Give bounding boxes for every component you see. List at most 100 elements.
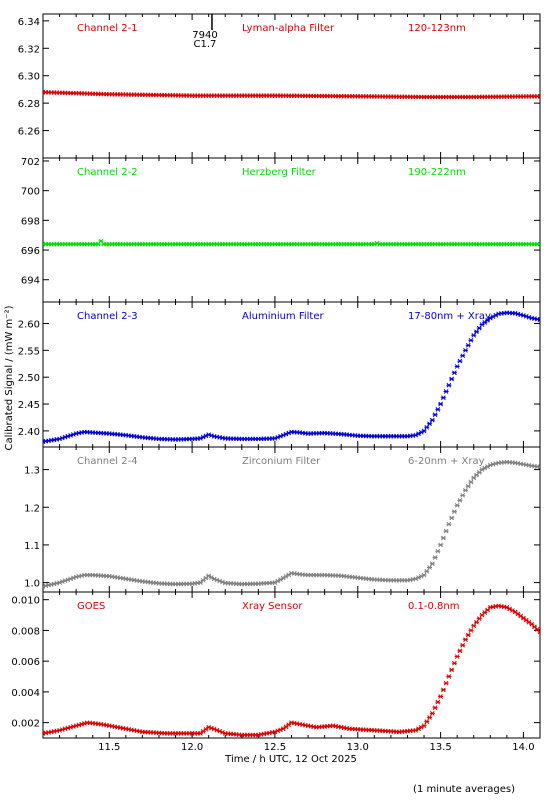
panel-channel-label: Channel 2-4: [77, 456, 138, 467]
y-tick-label: 6.26: [18, 127, 40, 138]
data-point: [471, 332, 477, 338]
data-point: [421, 572, 427, 578]
panel-frame: [42, 591, 541, 739]
data-point: [520, 615, 526, 621]
data-point: [468, 337, 474, 343]
data-point: [457, 648, 463, 654]
data-point: [446, 521, 452, 527]
data-series: [43, 459, 540, 589]
data-point: [451, 660, 457, 666]
data-point: [476, 616, 482, 621]
y-tick-label: 2.55: [18, 346, 40, 357]
panel-filter-label: Herzberg Filter: [242, 167, 317, 178]
data-point: [460, 492, 466, 498]
data-point: [457, 498, 463, 503]
x-tick-label: 13.0: [347, 742, 369, 753]
data-point: [427, 421, 433, 427]
data-point: [435, 407, 441, 412]
y-tick-label: 0.006: [11, 657, 40, 668]
y-tick-label: 0.002: [11, 719, 40, 730]
data-point: [200, 728, 206, 734]
data-point: [429, 561, 435, 567]
data-point: [523, 617, 529, 623]
data-point: [537, 93, 540, 99]
panel-frame: [42, 13, 541, 159]
data-point: [449, 667, 455, 673]
y-tick-label: 1.1: [24, 541, 40, 552]
data-point: [468, 479, 474, 485]
data-point: [537, 464, 540, 470]
x-tick-label: 14.0: [512, 742, 534, 753]
data-point: [512, 609, 518, 615]
panel-filter-label: Xray Sensor: [242, 601, 303, 612]
data-point: [537, 241, 540, 247]
panel-frame: [42, 446, 541, 593]
data-series: [43, 603, 540, 738]
data-point: [471, 623, 477, 629]
panel-channel-label: Channel 2-3: [77, 311, 138, 322]
y-tick-label: 2.50: [18, 373, 40, 384]
data-point: [424, 568, 430, 574]
panel-band-label: 17-80nm + Xray: [408, 311, 491, 322]
data-point: [460, 642, 466, 648]
flare-marker-id: 7940: [192, 30, 217, 41]
panel-frame: [42, 157, 541, 303]
panel-filter-label: Zirconium Filter: [242, 456, 321, 467]
data-point: [449, 376, 455, 382]
data-point: [518, 613, 524, 619]
panel-filter-label: Lyman-alpha Filter: [242, 23, 335, 34]
data-series: [43, 89, 540, 100]
data-point: [468, 628, 474, 633]
y-tick-label: 0.004: [11, 688, 40, 699]
x-axis-title: Time / h UTC, 12 Oct 2025: [224, 754, 357, 765]
data-point: [473, 329, 479, 335]
data-point: [454, 503, 460, 508]
y-tick-label: 6.28: [18, 99, 40, 110]
data-point: [432, 412, 438, 418]
data-point: [435, 699, 441, 705]
data-point: [427, 715, 433, 720]
x-tick-label: 12.5: [264, 742, 286, 753]
panel-1: 6.26 6.28 6.30 6.32 6.34 Channel 2-1 Lyman-alp…: [18, 13, 541, 159]
data-point: [462, 487, 468, 493]
y-tick-label: 6.32: [18, 44, 40, 55]
data-point: [446, 382, 452, 388]
panel-channel-label: Channel 2-2: [77, 167, 138, 178]
panel-2: 694 696 698 700 702 Channel 2-2 Herzberg Filte…: [21, 157, 541, 303]
y-tick-label: 700: [21, 187, 40, 198]
data-point: [438, 401, 444, 407]
panel-channel-label: GOES: [77, 601, 105, 612]
data-point: [440, 535, 446, 541]
data-point: [446, 674, 452, 679]
panel-channel-label: Channel 2-1: [77, 23, 138, 34]
y-tick-label: 1.2: [24, 503, 40, 514]
data-point: [526, 619, 532, 625]
panel-4: 1.0 1.1 1.2 1.3 Channel 2-4 Zirconium Filter 6…: [24, 446, 541, 593]
panel-3: 2.40 2.45 2.50 2.55 2.60 Channel 2-3 Aluminium…: [18, 301, 541, 448]
y-tick-label: 702: [21, 157, 40, 168]
data-point: [203, 726, 209, 732]
data-point: [476, 325, 482, 331]
data-point: [515, 611, 521, 617]
panel-band-label: 0.1-0.8nm: [408, 601, 460, 612]
data-point: [443, 680, 449, 686]
data-point: [451, 509, 457, 515]
data-point: [462, 637, 468, 642]
data-point: [427, 565, 433, 570]
data-point: [197, 731, 203, 736]
data-point: [449, 515, 455, 521]
data-point: [537, 317, 540, 323]
data-point: [286, 722, 292, 728]
data-point: [537, 629, 540, 635]
x-tick-label: 11.5: [98, 742, 120, 753]
x-tick-label: 12.0: [181, 742, 203, 753]
panel-filter-label: Aluminium Filter: [242, 311, 325, 322]
footnote: (1 minute averages): [413, 784, 515, 795]
panel-band-label: 120-123nm: [408, 23, 466, 34]
data-point: [421, 428, 427, 434]
data-point: [457, 358, 463, 364]
data-point: [424, 424, 430, 430]
data-point: [429, 711, 435, 716]
panel-band-label: 190-222nm: [408, 167, 466, 178]
data-point: [443, 389, 449, 394]
